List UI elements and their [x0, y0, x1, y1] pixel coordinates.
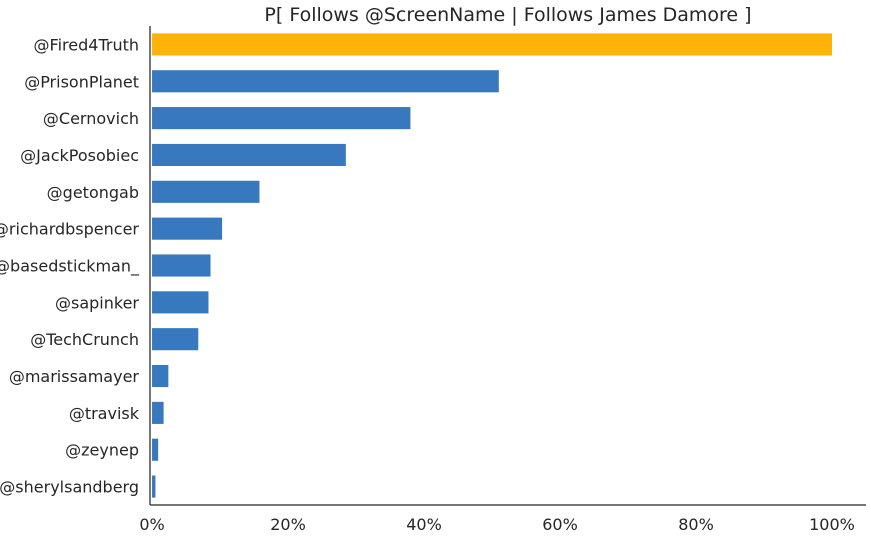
- category-label: @basedstickman_: [0, 257, 140, 277]
- category-label: @marissamayer: [9, 367, 140, 386]
- category-label: @Fired4Truth: [34, 35, 139, 54]
- category-label: @travisk: [69, 404, 140, 423]
- category-label: @Cernovich: [43, 109, 139, 128]
- category-label: @richardbspencer: [0, 220, 139, 239]
- bar-getongab: [152, 180, 260, 203]
- bar-prisonplanet: [152, 70, 499, 93]
- x-tick-labels: 0% 20% 40% 60% 80% 100%: [139, 515, 855, 534]
- bar-richardbspencer: [152, 217, 223, 240]
- category-label: @PrisonPlanet: [24, 72, 139, 91]
- category-label: @TechCrunch: [30, 330, 139, 349]
- category-labels: @Fired4Truth @PrisonPlanet @Cernovich @Jack…: [0, 35, 140, 496]
- bar-travisk: [152, 401, 164, 424]
- x-tick-label: 0%: [139, 515, 164, 534]
- x-tick-label: 60%: [542, 515, 578, 534]
- x-tick-label: 100%: [809, 515, 855, 534]
- bars-group: [152, 33, 833, 498]
- chart-title: P[ Follows @ScreenName | Follows James D…: [264, 4, 751, 26]
- bar-techcrunch: [152, 328, 199, 351]
- category-label: @sapinker: [55, 293, 139, 312]
- x-tick-label: 20%: [270, 515, 306, 534]
- x-tick-label: 80%: [678, 515, 714, 534]
- bar-sherylsandberg: [152, 475, 156, 498]
- bar-zeynep: [152, 438, 159, 461]
- x-tick-label: 40%: [406, 515, 442, 534]
- bar-marissamayer: [152, 364, 169, 388]
- category-label: @getongab: [47, 183, 139, 202]
- category-label: @sherylsandberg: [0, 478, 139, 497]
- bar-fired4truth: [152, 33, 833, 56]
- category-label: @zeynep: [65, 441, 139, 460]
- bar-jackposobiec: [152, 143, 346, 167]
- bar-cernovich: [152, 107, 411, 130]
- bar-sapinker: [152, 291, 209, 314]
- bar-basedstickman_: [152, 254, 211, 277]
- category-label: @JackPosobiec: [20, 146, 139, 165]
